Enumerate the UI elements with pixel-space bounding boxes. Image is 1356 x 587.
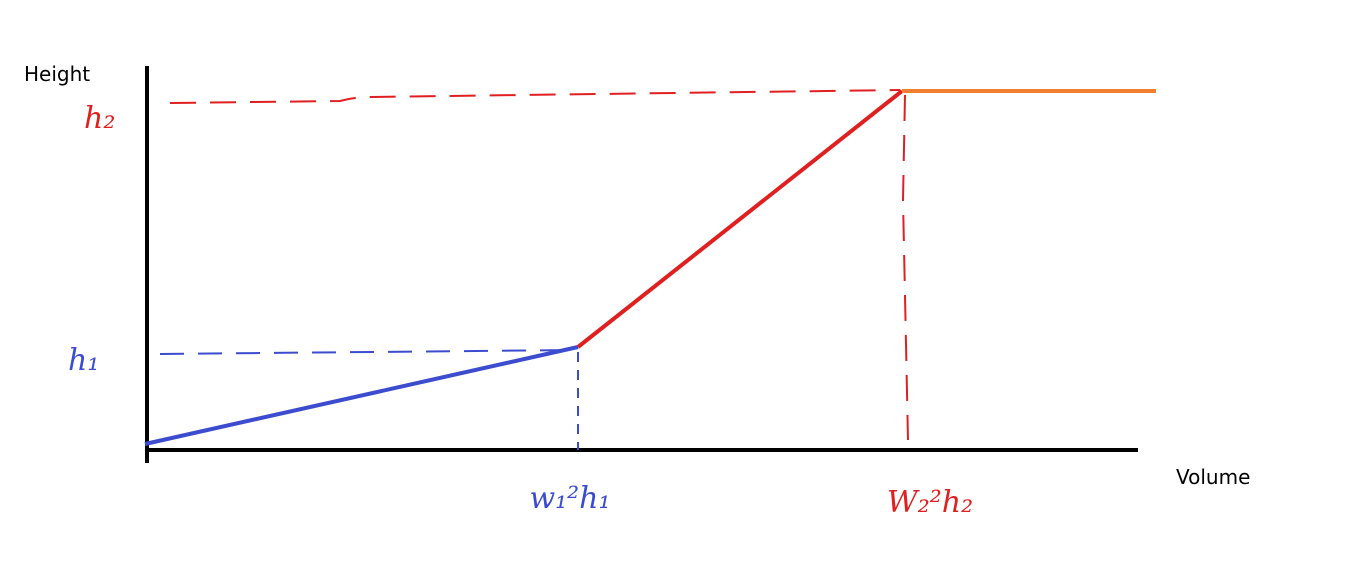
segment-1 — [144, 345, 579, 446]
h1-label: h₁ — [68, 343, 99, 378]
h1-guide — [159, 349, 579, 355]
h2-label: h₂ — [84, 101, 115, 136]
segment-2 — [576, 89, 904, 349]
h2-guide — [169, 89, 901, 104]
y-axis-label: Height — [24, 62, 90, 86]
v1-label: w₁²h₁ — [529, 481, 610, 516]
x-axis-label: Volume — [1176, 465, 1250, 489]
v2-guide — [901, 94, 909, 441]
v2-label: W₂²h₂ — [887, 485, 973, 520]
